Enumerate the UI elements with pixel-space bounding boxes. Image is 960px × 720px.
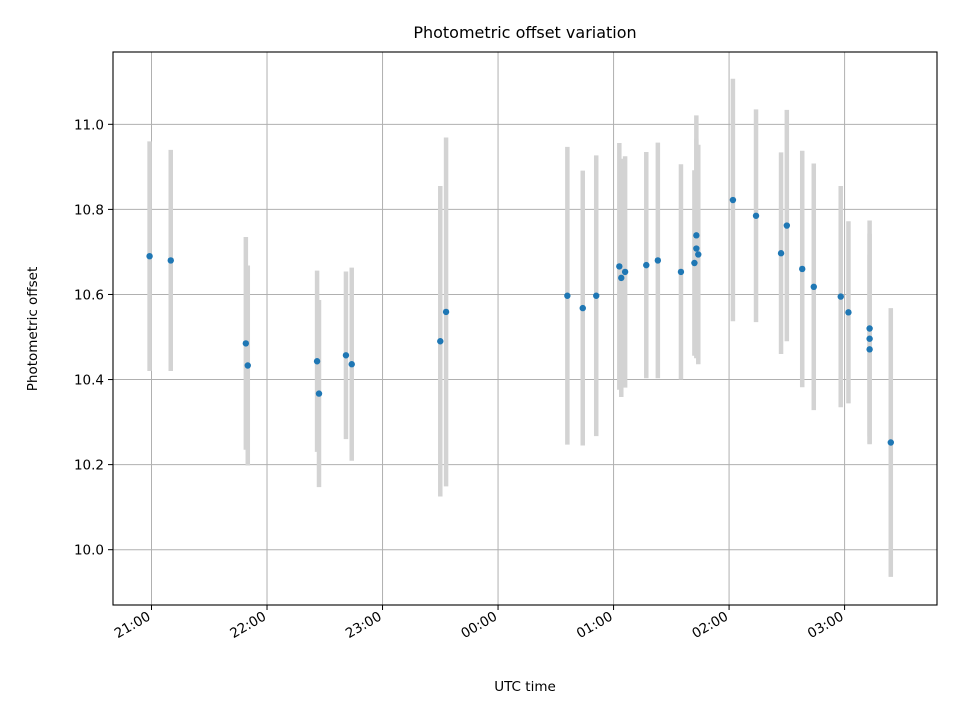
data-point xyxy=(437,338,444,345)
y-tick-label: 10.4 xyxy=(74,373,104,389)
data-point xyxy=(167,257,174,264)
y-tick-label: 10.2 xyxy=(74,458,104,474)
data-point xyxy=(442,308,450,316)
data-point xyxy=(866,346,873,353)
data-point xyxy=(752,212,760,219)
data-point xyxy=(677,268,685,276)
y-tick-label: 11.0 xyxy=(74,117,104,133)
y-tick-label: 10.0 xyxy=(74,543,104,559)
data-point xyxy=(693,232,700,239)
y-tick-label: 10.8 xyxy=(74,202,104,218)
data-point xyxy=(342,352,350,359)
data-point xyxy=(618,274,625,282)
data-point xyxy=(146,252,153,260)
data-point xyxy=(643,261,650,269)
data-point xyxy=(729,196,737,204)
grid-layer xyxy=(113,52,937,605)
data-point xyxy=(695,251,702,258)
data-point xyxy=(654,257,662,264)
data-point xyxy=(348,361,355,368)
data-point xyxy=(242,340,250,347)
data-point xyxy=(621,268,629,276)
chart-title: Photometric offset variation xyxy=(413,23,636,42)
data-point xyxy=(693,245,700,252)
data-point xyxy=(866,335,873,342)
data-point xyxy=(315,390,323,397)
data-point xyxy=(845,309,852,316)
data-point xyxy=(837,293,844,300)
data-point xyxy=(783,222,791,229)
data-point xyxy=(887,439,894,446)
data-point xyxy=(810,283,817,291)
y-axis-label: Photometric offset xyxy=(25,267,41,391)
data-point xyxy=(564,292,571,299)
data-point xyxy=(777,250,785,257)
data-point xyxy=(579,304,586,312)
data-point xyxy=(691,259,698,267)
data-point-layer xyxy=(146,196,894,446)
plot-frame xyxy=(112,51,938,606)
data-point xyxy=(313,358,321,365)
data-point xyxy=(593,292,600,299)
data-point xyxy=(616,263,623,270)
data-point xyxy=(244,362,251,369)
data-point xyxy=(866,325,873,332)
data-point xyxy=(799,265,806,273)
y-tick-label: 10.6 xyxy=(74,287,104,303)
x-axis-label: UTC time xyxy=(494,679,556,695)
